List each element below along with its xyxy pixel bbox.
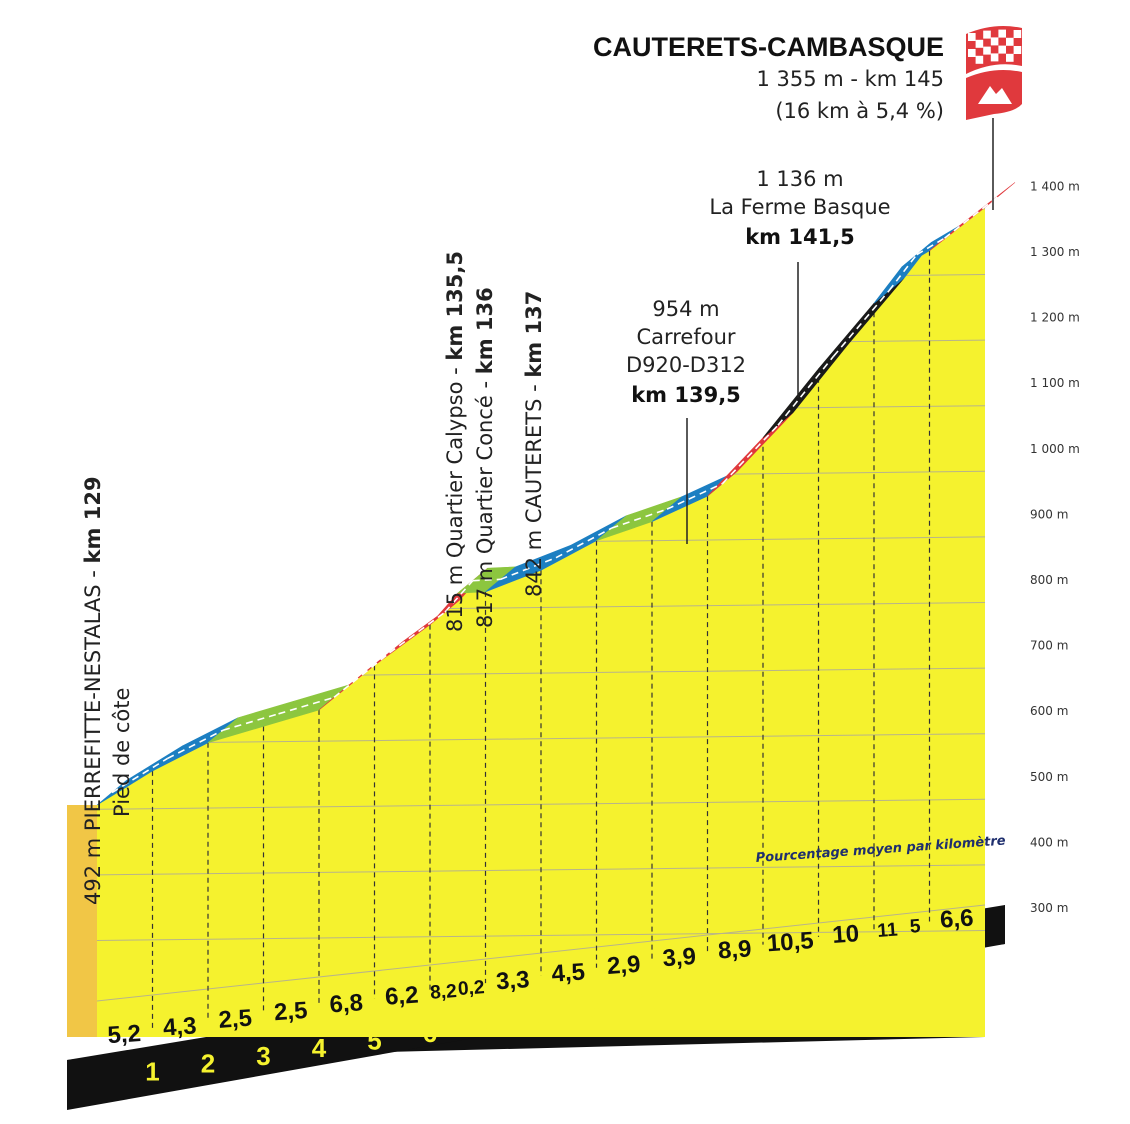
km-dividers: [151, 250, 931, 1030]
ribbon-dash: [222, 713, 279, 731]
km-tick-label: 4: [312, 1033, 327, 1063]
grade-label: 2,5: [273, 997, 308, 1026]
altitude-tick-label: 900 m: [1030, 507, 1068, 521]
ribbon-centerline: [111, 194, 1001, 794]
km-tick-label: 8: [534, 1002, 548, 1032]
km-tick-label: 2: [201, 1049, 215, 1079]
summit-name: CAUTERETS-CAMBASQUE: [593, 32, 944, 62]
altitude-tick-label: 300 m: [1030, 901, 1068, 915]
checker-square: [1006, 53, 1014, 62]
grade-label: 6,2: [384, 982, 419, 1011]
checker-square: [990, 37, 999, 46]
altitude-tick-label: 1 400 m: [1030, 179, 1080, 193]
checker-square: [975, 55, 984, 64]
carrefour-name: Carrefour: [636, 325, 735, 349]
ribbon-dash: [472, 578, 501, 582]
checker-square: [968, 33, 976, 41]
grade-label: 6,6: [939, 905, 974, 934]
profile-left-wall: [67, 805, 97, 1037]
grade-label: 2,9: [606, 951, 641, 980]
calypso-label: 815 m Quartier Calypso - km 135,5: [443, 251, 467, 632]
grade-label: 4,3: [162, 1012, 197, 1041]
carrefour-road: D920-D312: [626, 353, 746, 377]
mountain-flag-icon: [966, 70, 1022, 120]
km-tick-label: 12: [749, 972, 778, 1002]
altitude-axis: 300 m 400 m 500 m 600 m 700 m 800 m 900 m 1 000…: [1030, 179, 1080, 915]
km-tick-label: 3: [256, 1041, 270, 1071]
km-tick-label: 5: [367, 1026, 381, 1056]
grade-label: 11: [877, 920, 899, 942]
checker-square: [1006, 37, 1014, 46]
start-sublabel: Pied de côte: [110, 688, 134, 817]
altitude-tick-label: 1 300 m: [1030, 245, 1080, 259]
ribbon-dash: [777, 355, 835, 426]
checker-square: [968, 49, 976, 57]
carrefour-km: km 139,5: [631, 383, 741, 407]
grade-label: 3,9: [662, 943, 697, 972]
ribbon-dash: [167, 729, 224, 760]
summit-altitude: 1 355 m - km 145: [756, 67, 944, 91]
grade-label: 2,5: [218, 1005, 253, 1034]
altitude-tick-label: 400 m: [1030, 835, 1068, 849]
km-tick-label: 9: [589, 995, 603, 1025]
ferme-altitude: 1 136 m: [756, 167, 843, 191]
ribbon-dash: [444, 580, 474, 613]
ribbon-dash: [555, 527, 612, 559]
checker-square: [1013, 46, 1022, 54]
grade-label: 10,5: [766, 927, 814, 957]
checker-square: [998, 45, 1006, 54]
km-tick-label: 7: [478, 1010, 492, 1040]
grade-label: 3,3: [495, 966, 530, 995]
km-tick-label: 1: [145, 1056, 159, 1086]
altitude-tick-label: 1 200 m: [1030, 311, 1080, 325]
grade-label: 4,5: [551, 958, 586, 987]
checker-square: [1013, 30, 1022, 38]
km-tick-label: 14: [860, 956, 889, 986]
grade-labels: 5,2 4,3 2,5 2,5 6,8 6,2 8,2 0,2 3,3 4,5 2,9 3,9 8,9 1…: [107, 905, 975, 1050]
ferme-name: La Ferme Basque: [709, 195, 890, 219]
grade-label: 5,2: [107, 1020, 142, 1049]
grade-label: 6,8: [329, 989, 364, 1018]
ferme-km: km 141,5: [745, 225, 855, 249]
grade-label: 5: [909, 916, 921, 938]
km-tick-label: 10: [638, 987, 667, 1017]
grade-label: 10: [831, 920, 860, 949]
ribbon-dash: [888, 254, 918, 292]
altitude-tick-label: 1 000 m: [1030, 442, 1080, 456]
grade-label: 8,2: [429, 981, 457, 1004]
altitude-tick-label: 600 m: [1030, 704, 1068, 718]
km-tick-label: 13: [804, 964, 833, 994]
grade-label: 0,2: [457, 977, 485, 1000]
altitude-tick-label: 500 m: [1030, 770, 1068, 784]
ribbon-dash: [832, 290, 890, 357]
ribbon-dash: [721, 424, 779, 485]
km-tick-label: 15: [915, 949, 944, 979]
cauterets-label: 842 m CAUTERETS - km 137: [522, 291, 546, 597]
km-axis: 1 2 3 4 5 6 7 8 9 10 11 12 13 14 15: [145, 949, 944, 1087]
ribbon-dash: [611, 508, 668, 529]
checker-square: [975, 39, 984, 48]
checker-square: [983, 46, 991, 55]
km-tick-label: 11: [694, 979, 722, 1009]
start-label: 492 m PIERREFITTE-NESTALAS - km 129: [81, 476, 105, 905]
ribbon-dash: [916, 237, 945, 256]
altitude-tick-label: 700 m: [1030, 639, 1068, 653]
summit-climb-info: (16 km à 5,4 %): [775, 99, 944, 123]
checker-square: [998, 29, 1006, 38]
ribbon-dash: [278, 696, 335, 715]
ribbon-dash: [666, 482, 723, 510]
altitude-tick-label: 800 m: [1030, 573, 1068, 587]
km-tick-label: 6: [423, 1018, 437, 1048]
checker-square: [990, 53, 999, 62]
ribbon-dash: [500, 556, 557, 581]
grade-label: 8,9: [717, 935, 752, 964]
carrefour-altitude: 954 m: [652, 297, 719, 321]
ribbon-dash: [111, 757, 168, 794]
finish-flag-icon: [966, 26, 1022, 74]
altitude-tick-label: 1 100 m: [1030, 376, 1080, 390]
checker-square: [983, 30, 991, 39]
conce-label: 817 m Quartier Concé - km 136: [473, 287, 497, 628]
